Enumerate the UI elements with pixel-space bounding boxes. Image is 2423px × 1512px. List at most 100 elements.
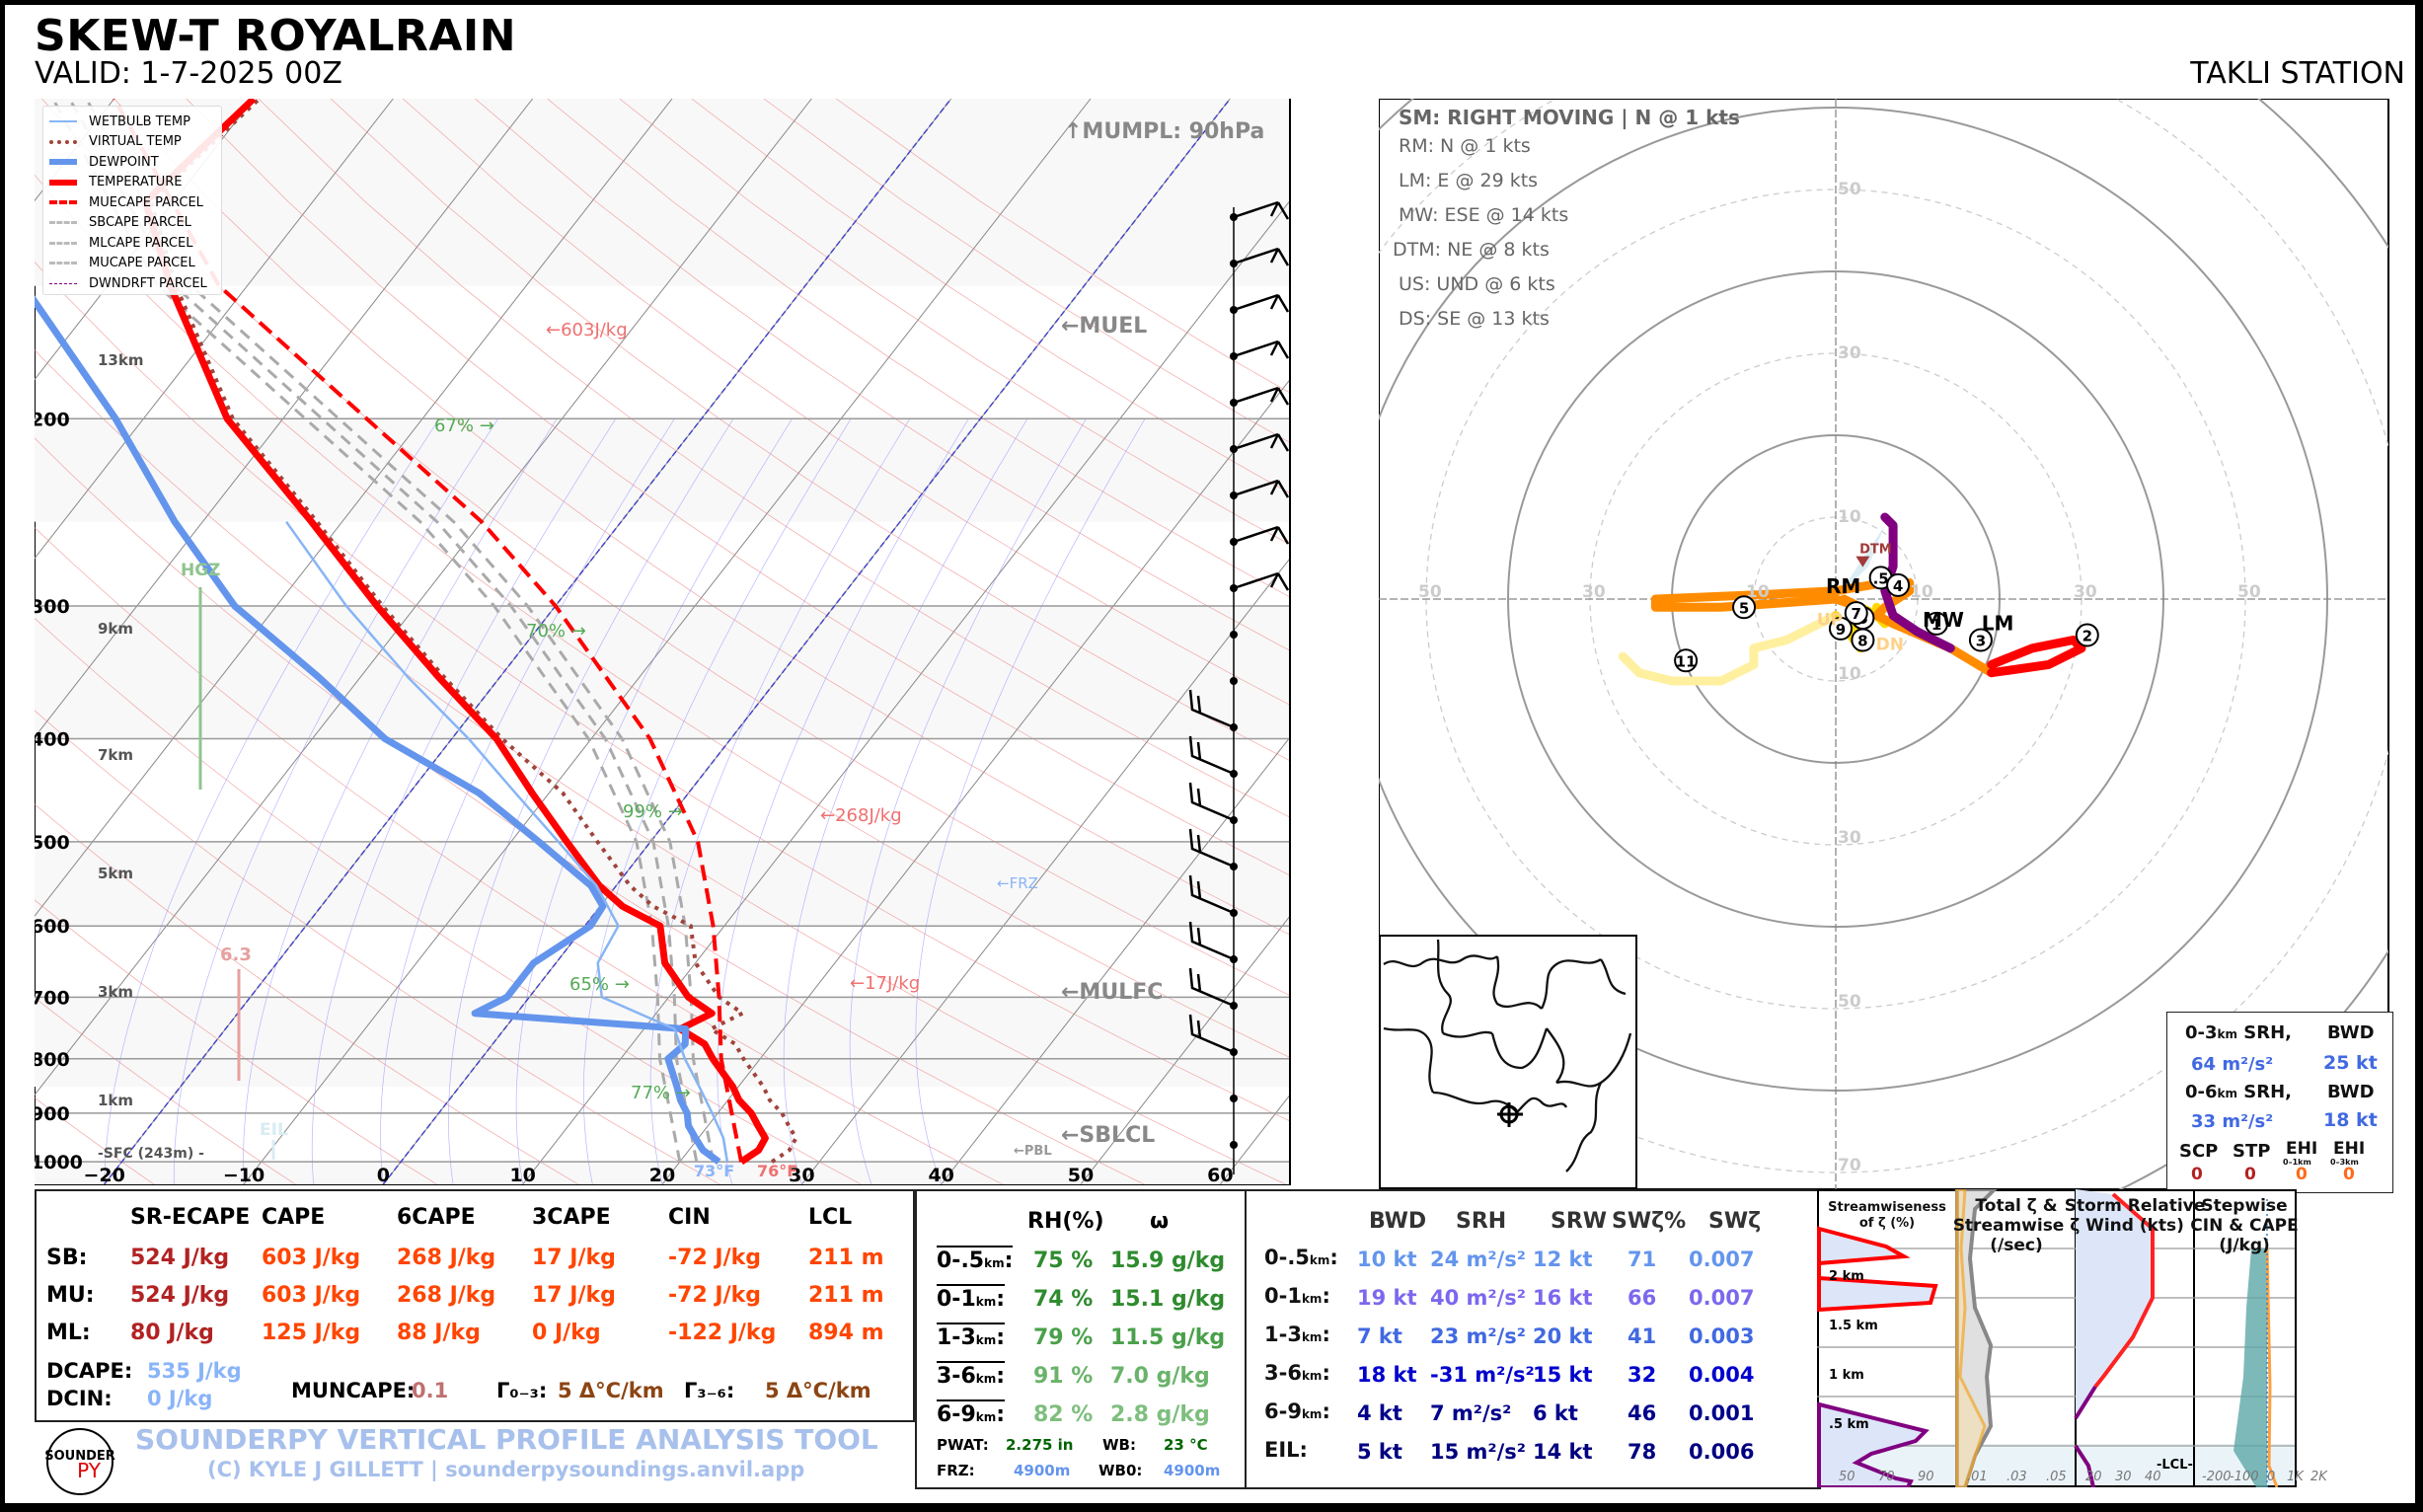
srh06-label: 0-6: [2185, 1082, 2218, 1102]
thermo-g36-label: Γ₃₋₆:: [684, 1379, 735, 1402]
station-name: TAKLI STATION: [2190, 56, 2405, 91]
dry-adiabat: [475, 99, 1290, 651]
dry-adiabat: [35, 527, 1004, 1184]
legend-label: MLCAPE PARCEL: [89, 235, 193, 251]
storm-motions: SM: RIGHT MOVING | N @ 1 kts RM: N @ 1 k…: [1393, 106, 1740, 330]
hodograph-marker: 7: [1844, 601, 1868, 626]
annotation-hgz: HGZ: [181, 561, 221, 580]
highlight-isotherm: [104, 99, 952, 1184]
ring-label: 70: [1838, 1156, 1861, 1175]
colon: :: [1004, 1248, 1014, 1273]
kinematic-cell: 6 kt: [1533, 1401, 1578, 1425]
svg-text:Total ζ &: Total ζ &: [1975, 1196, 2057, 1216]
thermo-table: SR-ECAPE CAPE 6CAPE 3CAPE CIN LCL SB: 524 J/kg 6…: [35, 1189, 915, 1422]
kinematic-cell: 41: [1628, 1324, 1657, 1348]
moisture-wb-label: WB:: [1102, 1436, 1136, 1454]
kinematic-row-label: 6-9km:: [1264, 1399, 1330, 1423]
kinematic-header: SRW: [1551, 1209, 1608, 1234]
km-sub: km: [2217, 1087, 2238, 1100]
sounderpy-logo: SOUNDER PY: [44, 1428, 115, 1495]
ring-label: 10: [1838, 664, 1861, 684]
legend-item: MUECAPE PARCEL: [49, 193, 203, 211]
moist-adiabat: [717, 418, 969, 1184]
muecape-parcel-line: [112, 99, 743, 1163]
moisture-row-label: 6-9km:: [937, 1399, 1006, 1427]
dry-adiabat: [35, 437, 1145, 1184]
annotation-rh_65: 65% →: [569, 974, 630, 995]
legend-item: VIRTUAL TEMP: [49, 133, 182, 151]
x-tick-label: −20: [83, 1165, 124, 1186]
y-tick-label: 800: [35, 1049, 70, 1071]
thermo-row-label: SB:: [46, 1246, 88, 1270]
thermo-header: LCL: [808, 1205, 853, 1230]
parcel-line: [85, 99, 716, 1163]
kinematic-cell: 7 m²/s²: [1430, 1401, 1512, 1425]
motion-item: LM: E @ 29 kts: [1399, 170, 1539, 191]
panel-tick-label: -200: [2202, 1470, 2232, 1484]
moist-adiabat: [849, 418, 1087, 1184]
hodograph-marker: 4: [1886, 572, 1911, 597]
thermo-cell: -72 J/kg: [668, 1283, 762, 1308]
thermo-cell: 211 m: [808, 1246, 884, 1270]
virtual-temp-line: [148, 99, 798, 1164]
panel-tick-label: 40: [2145, 1470, 2161, 1484]
colon: :: [1322, 1284, 1330, 1308]
y-tick-label: 300: [35, 596, 70, 618]
annotation-sfc_t: 76°F: [757, 1162, 797, 1180]
mixing-ratio-value: 15.1 g/kg: [1110, 1287, 1226, 1312]
annotation-pbl: ←PBL: [1014, 1144, 1052, 1159]
y-tick-label: 1000: [35, 1152, 83, 1173]
ring-label: 50: [2237, 582, 2261, 602]
marker-label: .5: [1873, 569, 1889, 587]
ring-label: 10: [1746, 582, 1770, 602]
panel-tick-label: 1K: [2287, 1470, 2305, 1484]
wetbulb-temp-line: [285, 520, 729, 1163]
legend-item: WETBULB TEMP: [49, 113, 190, 130]
hodo-label-up: UP: [1817, 611, 1843, 631]
kinematic-cell: 0.004: [1689, 1363, 1755, 1387]
colon: :: [996, 1402, 1006, 1427]
y-tick-label: 400: [35, 729, 70, 751]
thermo-cell: -122 J/kg: [668, 1321, 777, 1345]
isotherm: [941, 736, 1290, 1184]
bwd03-label: BWD: [2327, 1022, 2375, 1043]
temperature-line: [141, 99, 769, 1166]
hodo-label-lm: LM: [1982, 612, 2014, 636]
svg-text:Stepwise: Stepwise: [2201, 1196, 2287, 1216]
legend-swatch: [49, 282, 77, 284]
parcel-line: [51, 99, 682, 1163]
legend-swatch: [49, 262, 77, 265]
kinematic-cell: 18 kt: [1357, 1363, 1417, 1387]
height-label: 5km: [98, 865, 133, 882]
marker-label: 7: [1852, 605, 1861, 623]
annotation-sblcl: ←SBLCL: [1061, 1123, 1155, 1148]
thermo-muncape-label: MUNCAPE:: [291, 1379, 416, 1402]
parcel-line: [68, 99, 699, 1163]
hodo-label-rm: RM: [1826, 574, 1860, 598]
kinematic-cell: 20 kt: [1533, 1324, 1593, 1348]
isotherm: [35, 99, 812, 1096]
legend-swatch: [49, 159, 77, 165]
km-sub: km: [975, 1410, 997, 1424]
motion-item: US: UND @ 6 kts: [1399, 273, 1555, 295]
kinematic-cell: 0.003: [1689, 1324, 1755, 1348]
dtm-marker-icon: [1855, 556, 1870, 567]
km-sub: km: [975, 1372, 997, 1386]
thermo-g03-label: Γ₀₋₃:: [496, 1379, 548, 1402]
hodograph-marker: 1: [1925, 611, 1949, 636]
page-title: SKEW-T ROYALRAIN: [35, 11, 517, 61]
footer-tool-title: SOUNDERPY VERTICAL PROFILE ANALYSIS TOOL: [135, 1423, 878, 1456]
colon: :: [996, 1287, 1006, 1312]
kinematic-header: SRH: [1456, 1209, 1507, 1234]
composite-box: 0-3km SRH, BWD 64 m²/s² 25 kt 0-6km SRH,…: [2166, 1012, 2393, 1193]
thermo-header: CAPE: [262, 1205, 326, 1230]
dewpoint-line: [35, 295, 721, 1166]
thermo-dcape-label: DCAPE:: [46, 1359, 133, 1383]
annotation-sfc_td: 73°F: [694, 1162, 734, 1180]
colon: :: [1299, 1438, 1308, 1462]
km-sub: km: [1301, 1292, 1323, 1306]
moist-adiabat: [582, 418, 852, 1184]
marker-label: 5: [1739, 599, 1749, 617]
